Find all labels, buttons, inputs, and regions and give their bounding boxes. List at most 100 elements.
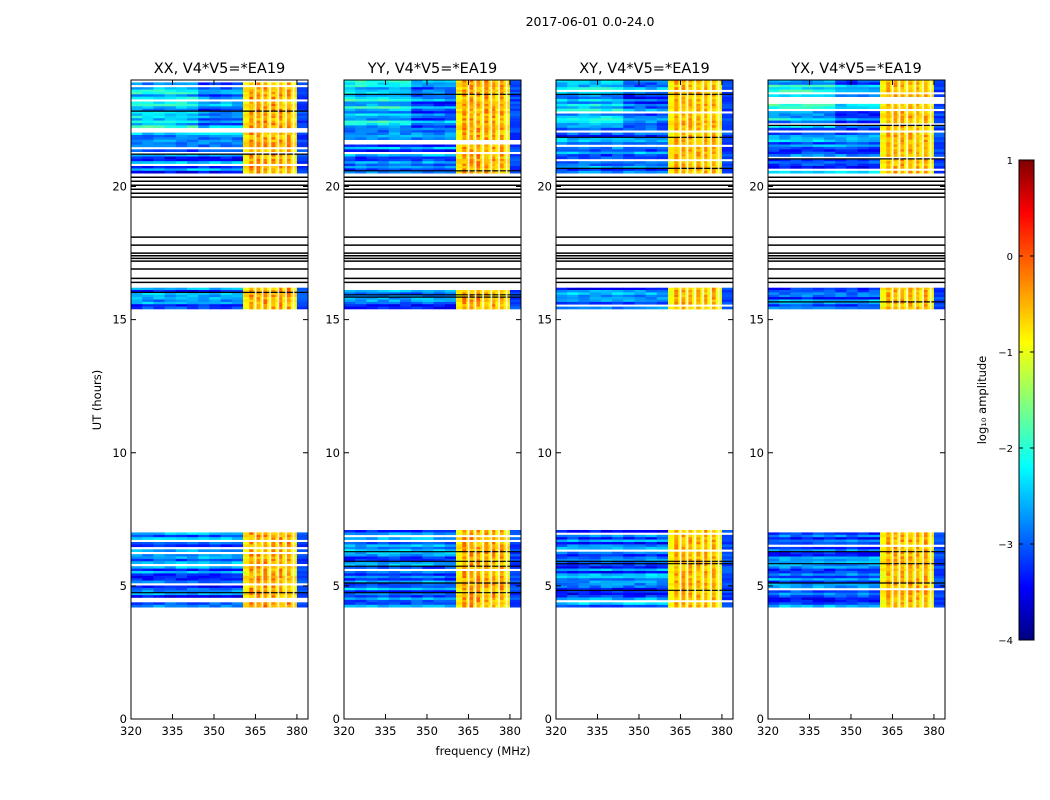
heatmap-cell xyxy=(142,556,154,560)
heatmap-cell xyxy=(444,163,457,167)
heatmap-cell xyxy=(634,127,647,131)
heatmap-cell xyxy=(444,94,457,97)
heatmap-cell xyxy=(556,120,568,124)
rfi-channel-cell xyxy=(256,566,261,569)
heatmap-cell xyxy=(422,551,435,555)
heatmap-cell xyxy=(433,532,446,536)
heatmap-cell xyxy=(153,111,166,114)
rfi-channel-cell xyxy=(256,537,261,540)
rfi-channel-cell xyxy=(681,301,686,305)
heatmap-cell xyxy=(433,290,446,293)
heatmap-cell xyxy=(578,154,591,157)
heatmap-cell xyxy=(645,166,658,169)
rfi-channel-cell xyxy=(915,539,920,543)
heatmap-cell xyxy=(220,161,233,164)
heatmap-cell xyxy=(645,573,658,577)
heatmap-cell xyxy=(868,575,881,579)
rfi-channel-cell xyxy=(271,82,276,86)
rfi-channel-cell xyxy=(499,106,504,109)
heatmap-cell xyxy=(422,91,435,95)
heatmap-cell xyxy=(824,571,836,574)
rfi-channel-cell xyxy=(491,292,496,296)
rfi-channel-cell xyxy=(674,168,679,172)
heatmap-cell xyxy=(835,127,847,131)
heatmap-cell xyxy=(187,118,199,121)
heatmap-cell xyxy=(779,595,791,598)
heatmap-cell xyxy=(556,290,568,293)
rfi-channel-cell xyxy=(462,587,467,591)
heatmap-cell xyxy=(411,532,423,536)
heatmap-cell xyxy=(411,103,423,107)
rfi-channel-cell xyxy=(249,290,254,293)
rfi-channel-cell xyxy=(499,130,504,133)
rfi-channel-cell xyxy=(271,558,276,562)
heatmap-cell xyxy=(612,115,624,119)
heatmap-cell xyxy=(142,125,154,129)
rfi-channel-cell xyxy=(462,130,467,133)
heatmap-cell xyxy=(933,597,945,601)
rfi-channel-cell xyxy=(256,101,261,105)
heatmap-cell xyxy=(231,604,244,608)
rfi-channel-cell xyxy=(249,82,254,86)
rfi-channel-cell xyxy=(499,132,504,136)
rfi-channel-cell xyxy=(900,87,905,90)
heatmap-cell xyxy=(422,137,435,140)
heatmap-cell xyxy=(444,595,457,598)
heatmap-cell xyxy=(198,125,210,129)
rfi-channel-cell xyxy=(886,534,891,538)
heatmap-cell xyxy=(433,578,446,581)
rfi-channel-cell xyxy=(484,530,489,533)
rfi-channel-cell xyxy=(711,537,716,540)
rfi-channel-cell xyxy=(484,82,489,86)
heatmap-cell xyxy=(400,156,412,160)
heatmap-cell xyxy=(721,101,733,105)
heatmap-cell xyxy=(589,554,602,557)
rfi-channel-cell xyxy=(476,127,481,131)
heatmap-cell xyxy=(567,84,579,88)
heatmap-cell xyxy=(812,111,825,114)
heatmap-cell xyxy=(433,595,446,598)
heatmap-cell xyxy=(153,125,166,129)
heatmap-cell xyxy=(812,546,825,550)
heatmap-cell xyxy=(567,149,579,152)
heatmap-cell xyxy=(868,558,881,562)
heatmap-cell xyxy=(868,568,881,572)
heatmap-cell xyxy=(209,287,222,291)
rfi-channel-cell xyxy=(900,537,905,540)
heatmap-cell xyxy=(612,585,624,589)
rfi-channel-cell xyxy=(703,163,708,167)
rfi-channel-cell xyxy=(491,592,496,596)
heatmap-cell xyxy=(433,170,446,174)
heatmap-cell xyxy=(835,290,847,293)
rfi-channel-cell xyxy=(499,554,504,557)
heatmap-cell xyxy=(209,290,222,293)
heatmap-cell xyxy=(835,287,847,291)
rfi-channel-cell xyxy=(923,299,928,303)
rfi-channel-cell xyxy=(278,587,283,591)
heatmap-cell xyxy=(164,94,177,97)
rfi-channel-cell xyxy=(271,120,276,124)
rfi-channel-cell xyxy=(696,539,701,543)
rfi-channel-cell xyxy=(886,87,891,90)
rfi-channel-cell xyxy=(703,154,708,157)
channel-gap xyxy=(906,530,908,608)
heatmap-cell xyxy=(153,292,166,296)
rfi-channel-cell xyxy=(256,294,261,298)
rfi-channel-cell xyxy=(256,87,261,90)
heatmap-cell xyxy=(600,571,613,574)
heatmap-cell xyxy=(164,135,177,138)
rfi-channel-cell xyxy=(278,578,283,581)
rfi-channel-cell xyxy=(499,602,504,605)
heatmap-cell xyxy=(509,168,521,172)
rfi-channel-cell xyxy=(681,292,686,296)
x-tick-label: 350 xyxy=(203,724,225,738)
rfi-channel-cell xyxy=(271,111,276,114)
rfi-channel-cell xyxy=(908,542,913,545)
heatmap-cell xyxy=(612,587,624,591)
heatmap-cell xyxy=(400,80,412,83)
heatmap-cell xyxy=(589,118,602,121)
heatmap-cell xyxy=(612,287,624,291)
heatmap-cell xyxy=(656,583,669,586)
rfi-channel-cell xyxy=(462,89,467,93)
heatmap-cell xyxy=(578,168,591,172)
